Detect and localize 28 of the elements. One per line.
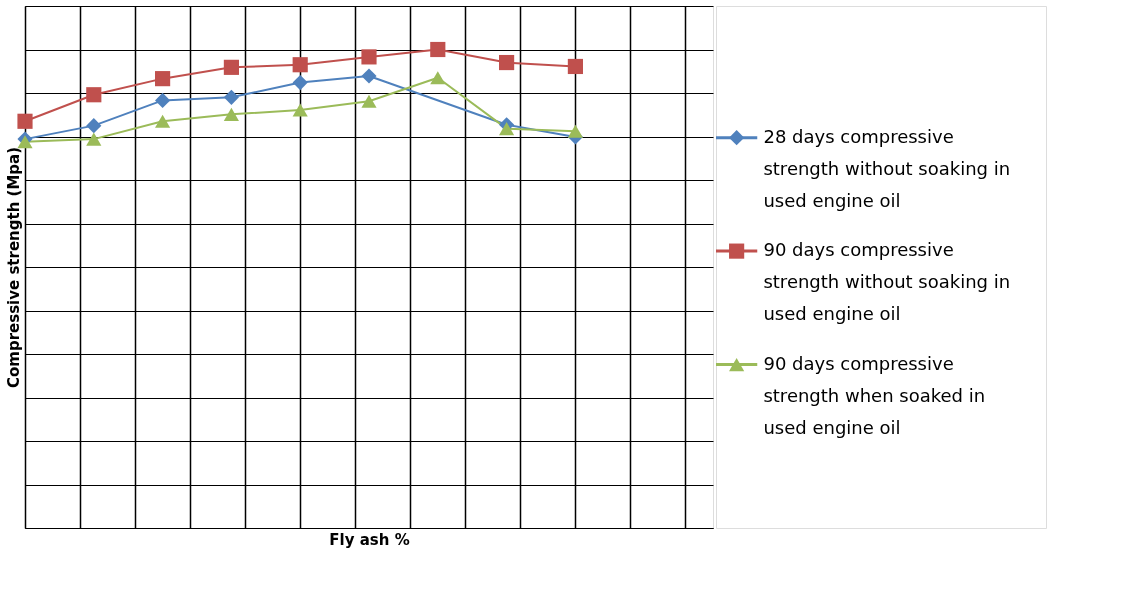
point [567,58,583,75]
point [17,135,33,149]
point [155,71,171,87]
point [223,59,239,75]
legend-label: 90 days compressive strength when soaked in used engine oil [763,352,986,438]
point [567,124,583,138]
point [292,103,308,117]
point [430,41,446,58]
point [361,49,377,65]
point [86,87,102,103]
point [155,92,171,108]
point [292,57,308,73]
point [430,71,446,85]
point [86,118,102,134]
point [361,68,377,84]
point [223,107,239,121]
point [17,113,33,129]
point [499,54,515,71]
legend-label: 90 days compressive strength without soaking in used engine oil [763,239,1011,325]
point [361,94,377,108]
point [292,74,308,91]
y-axis-title: Compressive strength (Mpa) [4,146,23,389]
point [86,132,102,146]
point [499,122,515,136]
point [223,89,239,105]
x-axis-title: Fly ash % [329,530,410,549]
point [155,114,171,128]
legend-label: 28 days compressive strength without soaking in used engine oil [763,125,1011,211]
